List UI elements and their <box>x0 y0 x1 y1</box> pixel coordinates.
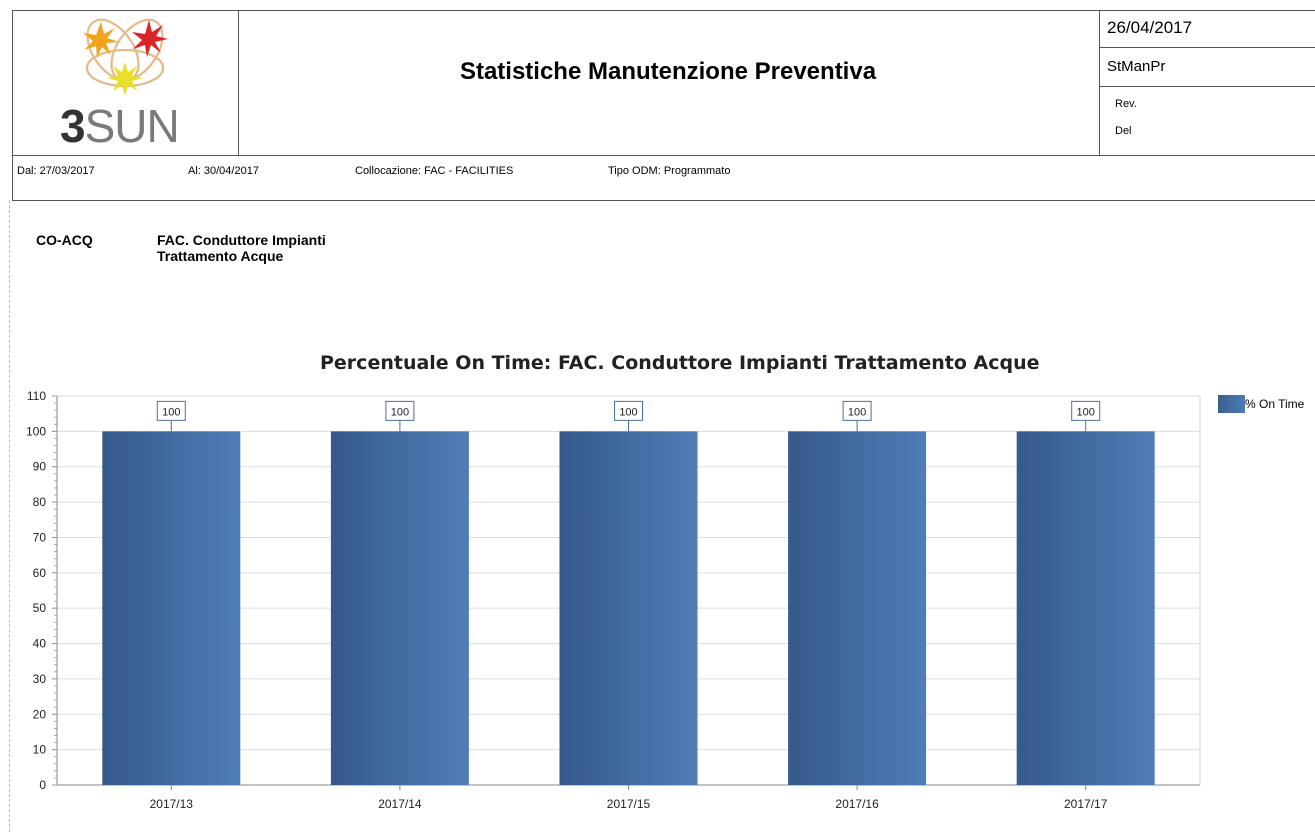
y-tick-label: 60 <box>33 566 47 580</box>
chart-bars <box>102 431 1155 785</box>
bar-2017-14 <box>330 431 469 785</box>
filter-dal: Dal: 27/03/2017 <box>17 165 95 177</box>
filter-al: Al: 30/04/2017 <box>188 165 259 177</box>
legend-swatch <box>1218 395 1245 413</box>
bar-2017-16 <box>788 431 927 785</box>
data-label: 100 <box>162 406 180 418</box>
bar-2017-13 <box>102 431 241 785</box>
y-tick-label: 0 <box>39 778 46 792</box>
header-left-border <box>12 10 13 200</box>
data-label: 100 <box>619 406 637 418</box>
header-top-border <box>12 10 1315 11</box>
company-logo <box>75 10 185 105</box>
x-tick-label: 2017/17 <box>1064 797 1108 811</box>
del-label: Del <box>1115 125 1132 137</box>
y-tick-label: 30 <box>33 672 47 686</box>
filters-bottom-border <box>12 200 1315 201</box>
chart-data-labels: 100 100 100 100 100 <box>156 400 1101 432</box>
page-margin-guide <box>9 200 10 832</box>
report-title: Statistiche Manutenzione Preventiva <box>459 58 877 85</box>
bar-2017-17 <box>1016 431 1155 785</box>
filter-collocazione: Collocazione: FAC - FACILITIES <box>355 165 514 177</box>
y-tick-label: 10 <box>33 743 47 757</box>
group-description-line-2: Trattamento Acque <box>157 248 284 264</box>
bar-2017-15 <box>559 431 698 785</box>
report-date: 26/04/2017 <box>1107 18 1193 37</box>
data-label-box <box>1071 400 1101 421</box>
x-tick-label: 2017/13 <box>150 797 194 811</box>
y-tick-label: 70 <box>33 530 47 544</box>
data-label-box <box>385 400 415 421</box>
filter-tipo-odm: Tipo ODM: Programmato <box>608 165 731 177</box>
data-label-box <box>614 400 643 421</box>
y-tick-label: 80 <box>33 495 47 509</box>
y-tick-label: 100 <box>26 424 46 438</box>
y-tick-label: 40 <box>33 637 47 651</box>
legend-label: % On Time <box>1245 397 1305 411</box>
group-code: CO-ACQ <box>36 232 93 248</box>
logo-wordmark-name: SUN <box>84 100 180 152</box>
y-tick-label: 110 <box>27 389 46 403</box>
report-code: StManPr <box>1107 58 1166 75</box>
y-tick-label: 50 <box>33 601 47 615</box>
chart-title: Percentuale On Time: FAC. Conduttore Imp… <box>320 352 1040 374</box>
bar-chart: 0 10 20 30 40 50 60 70 80 90 100 110 2017/13 2017/14 2… <box>26 389 1201 811</box>
header-divider-left <box>238 10 239 155</box>
logo-emblem-icon <box>83 18 168 96</box>
data-label-box <box>156 400 186 421</box>
data-label: 100 <box>391 406 409 418</box>
header-divider-right <box>1099 10 1100 155</box>
header-row-divider-2 <box>1099 86 1315 87</box>
data-label: 100 <box>848 406 866 418</box>
group-description-line-1: FAC. Conduttore Impianti <box>157 232 326 248</box>
header-bottom-border <box>12 155 1315 156</box>
x-tick-label: 2017/14 <box>378 797 422 811</box>
y-tick-label: 20 <box>33 707 47 721</box>
revision-label: Rev. <box>1115 98 1137 110</box>
y-tick-label: 90 <box>33 460 47 474</box>
group-description: FAC. Conduttore Impianti Trattamento Acq… <box>157 232 326 264</box>
logo-wordmark-number: 3 <box>60 100 86 152</box>
x-tick-label: 2017/16 <box>835 797 879 811</box>
data-label: 100 <box>1077 406 1095 418</box>
logo-wordmark: 3SUN <box>60 100 180 152</box>
x-tick-label: 2017/15 <box>607 797 651 811</box>
header-row-divider-1 <box>1099 47 1315 48</box>
data-label-box <box>842 400 872 421</box>
